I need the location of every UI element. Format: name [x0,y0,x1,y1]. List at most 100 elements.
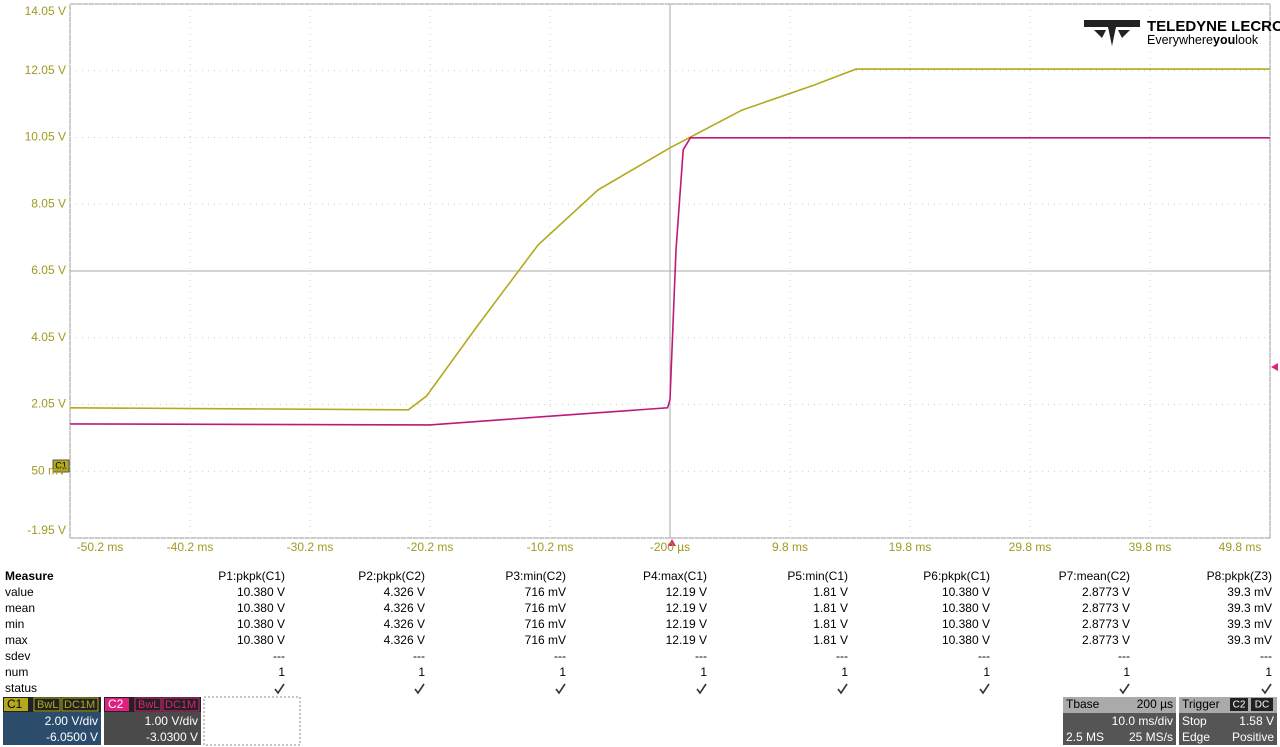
cell: 2.8773 V [1082,617,1130,631]
scale: 1.00 V/div [145,714,198,728]
x-tick-label: -30.2 ms [287,540,334,554]
row-label: sdev [5,649,30,663]
rate: 25 MS/s [1129,730,1173,744]
badge [105,698,129,711]
tag: Everywhere [1147,33,1213,47]
cell: 10.380 V [942,585,990,599]
timebase-panel[interactable]: Tbase 200 µs 10.0 ms/div 2.5 MS 25 MS/s [1063,697,1176,745]
points: 2.5 MS [1066,730,1104,744]
column-header: P3:min(C2) [505,569,566,583]
type: Edge [1182,730,1210,744]
x-tick-label: 29.8 ms [1009,540,1052,554]
badge [4,698,28,711]
column-header: P8:pkpk(Z3) [1207,569,1272,583]
x-tick-label: 9.8 ms [772,540,808,554]
cell: 1.81 V [813,585,848,599]
trace [69,137,1270,426]
status-check [837,683,848,695]
ground-marker [52,459,70,473]
cell: 39.3 mV [1227,617,1272,631]
cell: 4.326 V [384,617,425,631]
cell: 10.380 V [942,617,990,631]
cell: 2.8773 V [1082,585,1130,599]
x-tick-label: -200 µs [650,540,690,554]
cell: 10.380 V [942,633,990,647]
y-tick-label: 50 mV [31,463,66,477]
coupling: DC1M [165,699,196,711]
level: 1.58 V [1239,714,1274,728]
channel-name: C2 [108,697,124,711]
cell: --- [1260,649,1272,663]
logo: TELEDYNE LECROY Everywhereyoulook [1084,18,1280,47]
cell: 1 [278,665,285,679]
cell: 716 mV [525,633,566,647]
scale: 10.0 ms/div [1112,714,1173,728]
cell: 716 mV [525,601,566,615]
cell: 1.81 V [813,633,848,647]
cell: 1 [700,665,707,679]
tag: look [1235,33,1259,47]
cell: 716 mV [525,617,566,631]
cell: 39.3 mV [1227,585,1272,599]
cell: 39.3 mV [1227,601,1272,615]
y-tick-label: 6.05 V [31,263,66,277]
cell: 12.19 V [666,601,707,615]
ground-marker-label: C1 [55,460,67,470]
x-tick-label: -50.2 ms [77,540,124,554]
row-label: max [5,633,28,647]
logo-tagline: Everywhereyoulook [1147,33,1259,47]
mode: Stop [1182,714,1207,728]
column-header: P6:pkpk(C1) [923,569,990,583]
x-tick-label: 49.8 ms [1219,540,1262,554]
logo-mark [1084,20,1140,46]
cell: --- [413,649,425,663]
cell: 10.380 V [942,601,990,615]
cell: 4.326 V [384,633,425,647]
title: Tbase [1066,697,1100,711]
channel-c2[interactable]: C2 BwL DC1M 1.00 V/div -3.0300 V [104,697,201,745]
panel-head [1063,697,1176,713]
status-check [1261,683,1272,695]
cell: 2.8773 V [1082,633,1130,647]
y-tick-label: 2.05 V [31,397,66,411]
column-header: P4:max(C1) [643,569,707,583]
cell: 10.380 V [237,633,285,647]
coupling: DC [1255,700,1269,711]
status-check [274,683,285,695]
trigger-panel[interactable]: Trigger C2 DC Stop 1.58 V Edge Positive [1179,697,1277,745]
cell: 1 [418,665,425,679]
cell: 10.380 V [237,617,285,631]
cell: --- [978,649,990,663]
row-label: num [5,665,28,679]
cell: 1.81 V [813,601,848,615]
badge [1230,698,1248,711]
x-tick-label: -20.2 ms [407,540,454,554]
cell: 4.326 V [384,585,425,599]
trigger-time-arrow [668,539,676,546]
badge [61,697,99,712]
status-check [555,683,566,695]
y-tick-label: 14.05 V [25,4,66,18]
badge [33,697,61,712]
badge [134,697,162,712]
cell: 4.326 V [384,601,425,615]
tag: you [1213,33,1235,47]
scale: 2.00 V/div [45,714,98,728]
column-header: P7:mean(C2) [1059,569,1130,583]
badge [162,697,200,712]
y-tick-label: 8.05 V [31,196,66,210]
empty-slot[interactable] [203,696,301,746]
y-tick-label: 10.05 V [25,130,66,144]
badge [1251,698,1273,711]
cell: --- [1118,649,1130,663]
channel-c1[interactable]: C1 BwL DC1M 2.00 V/div -6.0500 V [3,697,101,745]
cell: 39.3 mV [1227,633,1272,647]
cell: 12.19 V [666,633,707,647]
status-check [414,683,425,695]
grid [69,3,1271,539]
status-check [696,683,707,695]
row-label: min [5,617,24,631]
trace [69,68,1270,411]
cell: --- [273,649,285,663]
